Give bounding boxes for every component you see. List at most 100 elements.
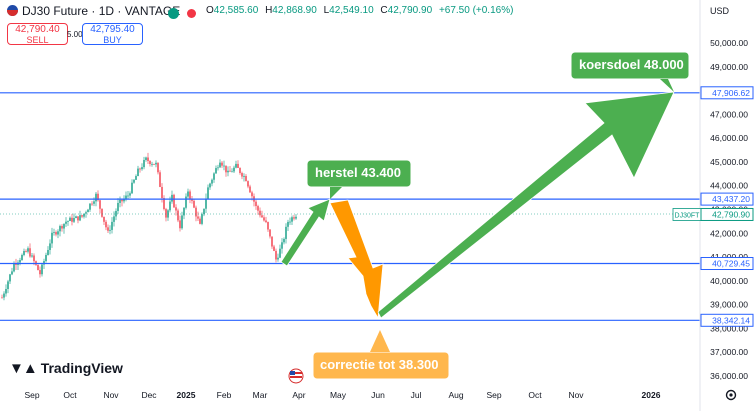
candle-body [203, 208, 205, 215]
candle-body [175, 207, 177, 211]
candle-body [41, 264, 43, 275]
high-label: H [265, 5, 273, 16]
green-arrow-small[interactable] [280, 198, 331, 267]
candle-body [169, 201, 171, 211]
candle-body [119, 199, 121, 203]
candle-body [141, 167, 143, 170]
chart-header: DJ30 Future · 1D · VANTAGE O42,585.60 H4… [0, 0, 700, 22]
symbol-title[interactable]: DJ30 Future · 1D · VANTAGE [22, 4, 181, 18]
candle-body [285, 226, 287, 239]
target-callout[interactable] [570, 51, 690, 92]
candle-body [173, 194, 175, 208]
candle-body [171, 194, 173, 202]
price-tick-label: 46,000.00 [710, 133, 748, 143]
candle-body [75, 216, 77, 219]
tradingview-logo[interactable]: ▼▲ TradingView [9, 360, 123, 377]
candle-body [91, 203, 93, 205]
price-tick-label: 36,000.00 [710, 371, 748, 381]
candle-body [247, 181, 249, 187]
candle-body [179, 220, 181, 229]
candle-body [153, 163, 155, 165]
level-price-tag [700, 192, 754, 206]
candle-body [67, 220, 69, 222]
candle-body [187, 191, 189, 197]
green-arrow-large[interactable] [377, 91, 675, 319]
candle-body [121, 199, 123, 202]
economic-event-icon[interactable] [288, 368, 304, 384]
candle-body [85, 212, 87, 214]
candle-body [73, 218, 75, 222]
candle-body [227, 170, 229, 173]
candle-body [255, 201, 257, 207]
ohlc-readout: O42,585.60 H42,868.90 L42,549.10 C42,790… [206, 5, 517, 16]
candle-body [219, 162, 221, 168]
candle-body [105, 221, 107, 228]
candle-body [27, 248, 29, 252]
sell-price: 42,790.40 [15, 24, 60, 35]
candle-body [125, 195, 127, 199]
candle-body [217, 167, 219, 169]
candle-body [89, 203, 91, 210]
candle-body [111, 221, 113, 230]
candle-body [209, 183, 211, 188]
candle-body [277, 257, 279, 260]
candle-body [181, 215, 183, 229]
candle-body [185, 196, 187, 208]
projection-arrows[interactable] [280, 91, 675, 320]
candle-body [139, 168, 141, 170]
time-tick-label: Feb [217, 390, 232, 400]
sell-button[interactable]: 42,790.40 SELL [7, 23, 68, 45]
candle-body [15, 263, 17, 265]
candle-body [55, 232, 57, 235]
candle-body [215, 168, 217, 174]
price-axis[interactable]: 50,000.0049,000.0048,000.0047,000.0046,0… [672, 38, 754, 381]
low-label: L [323, 5, 330, 16]
candle-body [291, 217, 293, 222]
settings-gear-icon[interactable] [725, 389, 737, 401]
candle-body [145, 157, 147, 161]
time-tick-label: Mar [253, 390, 268, 400]
candle-body [143, 160, 145, 168]
correction-callout[interactable] [312, 330, 450, 380]
candle-body [233, 167, 235, 172]
candle-body [131, 182, 133, 194]
price-tick-label: 50,000.00 [710, 38, 748, 48]
sell-label: SELL [26, 35, 49, 45]
support-resistance-lines[interactable] [0, 92, 700, 321]
candle-body [281, 242, 283, 249]
candle-body [191, 198, 193, 201]
currency-label[interactable]: USD [710, 6, 730, 16]
candle-body [31, 255, 33, 257]
orange-arrow[interactable] [329, 199, 384, 320]
candle-body [69, 217, 71, 221]
time-tick-label: Oct [528, 390, 542, 400]
recovery-callout[interactable] [306, 159, 412, 199]
time-tick-label: 2025 [177, 390, 196, 400]
candle-body [287, 221, 289, 227]
time-tick-label: Oct [63, 390, 77, 400]
time-tick-label: Sep [486, 390, 501, 400]
time-tick-label: Aug [448, 390, 463, 400]
open-value: 42,585.60 [213, 5, 259, 16]
time-axis[interactable]: Sep Oct Nov Dec 2025 Feb Mar Apr May Jun Jul Aug Sep… [24, 390, 660, 400]
candle-body [163, 198, 165, 210]
candle-body [159, 172, 161, 187]
time-tick-label: Sep [24, 390, 39, 400]
candle-body [273, 246, 275, 251]
buy-button[interactable]: 42,795.40 BUY [82, 23, 143, 45]
candle-body [81, 215, 83, 217]
price-tick-label: 47,000.00 [710, 109, 748, 119]
candle-body [93, 201, 95, 204]
candle-body [99, 200, 101, 209]
close-value: 42,790.90 [387, 5, 433, 16]
candle-body [133, 179, 135, 183]
tradingview-logo-text: TradingView [40, 360, 123, 376]
buy-price: 42,795.40 [90, 24, 135, 35]
candle-body [79, 215, 81, 221]
high-value: 42,868.90 [272, 5, 317, 16]
candle-body [195, 207, 197, 217]
candle-body [213, 173, 215, 180]
candle-body [117, 202, 119, 211]
candle-body [221, 162, 223, 166]
